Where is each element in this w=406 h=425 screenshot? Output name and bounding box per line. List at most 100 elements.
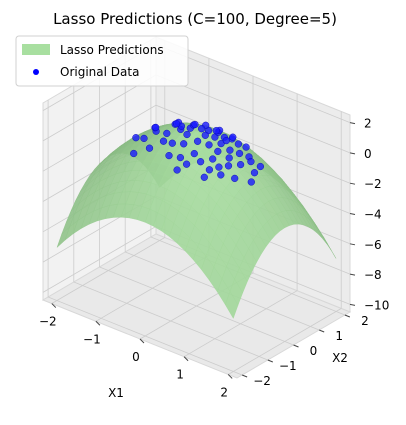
data-point (198, 125, 206, 133)
data-point (231, 174, 239, 183)
data-point (222, 137, 230, 145)
legend-surface-swatch (22, 44, 50, 55)
data-point (168, 139, 176, 147)
x-axis-label: X1 (108, 386, 124, 400)
z-tick-mark (349, 152, 356, 155)
z-tick-label: 0 (364, 147, 372, 161)
data-point (197, 158, 205, 166)
grid-line-x (51, 40, 166, 304)
data-point (165, 152, 173, 160)
y-tick-label: 1 (335, 329, 343, 343)
data-point (159, 137, 168, 145)
data-point (201, 131, 209, 139)
data-point (140, 134, 148, 143)
legend-surface-label: Lasso Predictions (60, 43, 164, 57)
y-tick-mark (241, 374, 248, 378)
x-tick-label: −1 (83, 332, 101, 346)
data-point (163, 129, 171, 138)
grid-line-z (42, 104, 351, 184)
z-tick-label: −8 (364, 268, 382, 282)
data-point (247, 178, 255, 186)
y-tick-mark (344, 314, 351, 318)
data-point (214, 147, 222, 156)
data-point (183, 130, 191, 139)
data-point (217, 171, 225, 179)
data-point (215, 163, 223, 171)
z-tick-mark (349, 273, 356, 276)
data-point (225, 154, 233, 162)
data-point (191, 120, 199, 129)
x-tick-label: 2 (220, 386, 228, 400)
data-point (212, 127, 220, 135)
data-point (256, 162, 265, 171)
data-point (130, 149, 138, 158)
y-axis-label: X2 (332, 351, 348, 365)
grid-line-y (73, 85, 268, 361)
grid-line-x (227, 111, 342, 375)
legend-box (15, 35, 189, 87)
x-tick-label: −2 (39, 315, 57, 329)
data-point (194, 137, 202, 145)
data-point (200, 173, 208, 181)
x-tick-mark (139, 338, 145, 344)
x-tick-label: 0 (132, 350, 140, 364)
y-tick-label: −2 (253, 374, 271, 388)
data-point (209, 155, 217, 163)
data-point (190, 150, 198, 158)
data-point (235, 149, 244, 158)
x-tick-mark (51, 303, 57, 308)
y-tick-label: 0 (310, 344, 318, 358)
grid-line-y (99, 70, 294, 346)
data-point (229, 133, 237, 141)
grid-line-y (150, 40, 346, 316)
x-tick-mark (227, 374, 233, 379)
grid-line-y (124, 55, 320, 331)
legend-scatter-marker (33, 69, 39, 75)
grid-line-y (47, 100, 243, 376)
z-tick-mark (349, 243, 356, 246)
x-tick-mark (95, 320, 101, 326)
data-point (183, 160, 191, 168)
y-tick-mark (267, 359, 274, 363)
z-tick-label: −4 (364, 208, 382, 222)
data-point (237, 161, 245, 169)
data-point (173, 166, 181, 174)
data-point (226, 146, 234, 154)
y-tick-label: 2 (361, 314, 369, 328)
grid-line-x (183, 93, 298, 358)
y-tick-mark (293, 344, 299, 348)
data-point (205, 166, 214, 174)
data-point (205, 141, 213, 149)
data-point (224, 162, 233, 170)
z-tick-mark (349, 182, 356, 185)
data-point (145, 144, 154, 152)
y-tick-mark (318, 329, 325, 333)
z-tick-mark (349, 213, 356, 215)
z-tick-label: −10 (364, 298, 389, 312)
z-tick-mark (349, 122, 356, 125)
data-point (152, 123, 160, 132)
data-point (132, 134, 140, 142)
surface-facet (225, 290, 239, 319)
x-tick-label: 1 (176, 368, 184, 382)
data-point (234, 140, 243, 148)
grid-line-x (139, 76, 254, 340)
scatter-points (130, 118, 265, 186)
legend-scatter-label: Original Data (60, 65, 139, 79)
chart-title: Lasso Predictions (C=100, Degree=5) (53, 10, 337, 28)
legend: Lasso Predictions Original Data (15, 35, 189, 87)
data-point (247, 158, 255, 166)
data-point (173, 120, 181, 128)
data-point (250, 169, 259, 177)
z-tick-label: 2 (364, 117, 372, 131)
data-point (242, 143, 250, 151)
data-point (176, 154, 185, 162)
data-point (180, 140, 188, 148)
y-tick-label: −1 (279, 359, 297, 373)
x-tick-mark (183, 356, 189, 362)
z-tick-label: −6 (364, 238, 382, 252)
z-tick-mark (349, 303, 356, 306)
